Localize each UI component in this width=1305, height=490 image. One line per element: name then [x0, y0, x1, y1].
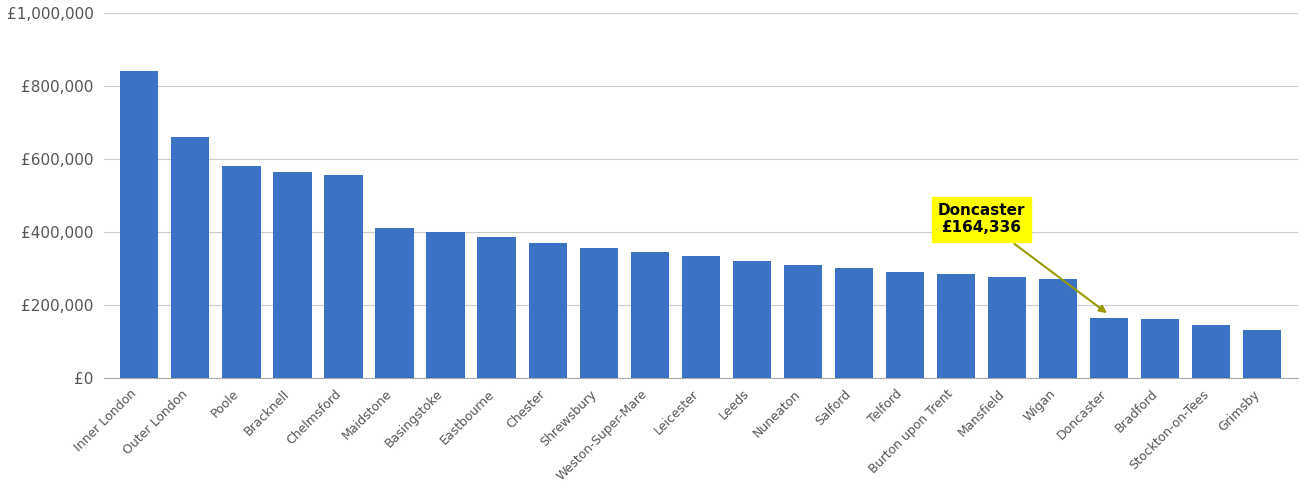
Bar: [529, 243, 566, 378]
Bar: [937, 274, 975, 378]
Text: Doncaster
£164,336: Doncaster £164,336: [938, 203, 1105, 312]
Bar: [171, 137, 210, 378]
Bar: [1141, 319, 1180, 378]
Bar: [886, 272, 924, 378]
Bar: [630, 252, 669, 378]
Bar: [427, 232, 465, 378]
Bar: [478, 237, 515, 378]
Bar: [1193, 325, 1231, 378]
Bar: [1090, 318, 1129, 378]
Bar: [222, 166, 261, 378]
Bar: [1039, 279, 1077, 378]
Bar: [376, 228, 414, 378]
Bar: [273, 172, 312, 378]
Bar: [732, 261, 771, 378]
Bar: [1244, 330, 1282, 378]
Bar: [325, 175, 363, 378]
Bar: [835, 268, 873, 378]
Bar: [988, 277, 1026, 378]
Bar: [579, 248, 617, 378]
Bar: [784, 265, 822, 378]
Bar: [120, 72, 158, 378]
Bar: [681, 255, 720, 378]
